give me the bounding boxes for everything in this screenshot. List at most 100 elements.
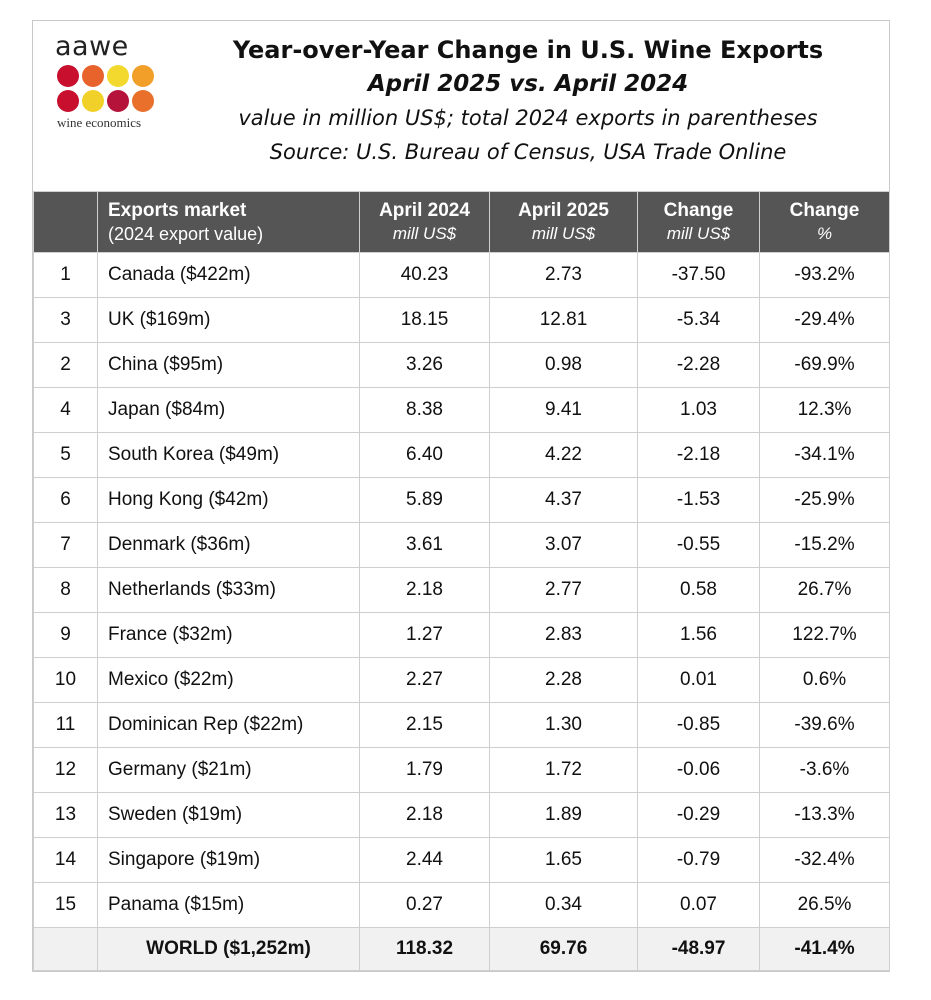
pct-cell: -93.2% <box>759 252 890 298</box>
pct-cell: -39.6% <box>759 702 890 748</box>
april-2024-cell: 1.27 <box>359 612 490 658</box>
world-total-row: WORLD ($1,252m) 118.32 69.76 -48.97 -41.… <box>33 927 890 971</box>
pct-cell: -15.2% <box>759 522 890 568</box>
april-2024-cell: 6.40 <box>359 432 490 478</box>
change-cell: -0.55 <box>637 522 760 568</box>
world-pct-cell: -41.4% <box>759 927 890 971</box>
market-cell: Singapore ($19m) <box>97 837 360 883</box>
april-2024-cell: 8.38 <box>359 387 490 433</box>
exports-table-card: aawe wine economics Year-over-Year Chang… <box>32 20 890 972</box>
april-2025-cell: 2.73 <box>489 252 638 298</box>
april-2024-cell: 18.15 <box>359 297 490 343</box>
logo-dot <box>57 90 79 112</box>
header-change-abs: Change mill US$ <box>637 191 760 253</box>
pct-cell: -69.9% <box>759 342 890 388</box>
rank-cell: 13 <box>33 792 98 838</box>
april-2024-cell: 2.15 <box>359 702 490 748</box>
rank-cell: 1 <box>33 252 98 298</box>
logo-wordmark: aawe <box>55 31 129 62</box>
header-rank <box>33 191 98 253</box>
table-row: 15 Panama ($15m) 0.27 0.34 0.07 26.5% <box>33 882 890 928</box>
rank-cell: 9 <box>33 612 98 658</box>
rank-cell: 15 <box>33 882 98 928</box>
page-title: Year-over-Year Change in U.S. Wine Expor… <box>232 36 824 64</box>
rank-cell: 7 <box>33 522 98 568</box>
world-april-2025-cell: 69.76 <box>489 927 638 971</box>
april-2025-cell: 2.83 <box>489 612 638 658</box>
change-cell: -0.85 <box>637 702 760 748</box>
market-cell: China ($95m) <box>97 342 360 388</box>
change-cell: -1.53 <box>637 477 760 523</box>
pct-cell: 12.3% <box>759 387 890 433</box>
pct-cell: -13.3% <box>759 792 890 838</box>
change-cell: 1.56 <box>637 612 760 658</box>
aawe-logo: aawe wine economics <box>55 33 165 131</box>
rank-cell: 2 <box>33 342 98 388</box>
world-market-cell: WORLD ($1,252m) <box>97 927 360 971</box>
april-2025-cell: 9.41 <box>489 387 638 433</box>
header-change-pct: Change % <box>759 191 890 253</box>
header-april-2024: April 2024 mill US$ <box>359 191 490 253</box>
april-2025-cell: 1.65 <box>489 837 638 883</box>
april-2024-cell: 40.23 <box>359 252 490 298</box>
change-cell: -0.79 <box>637 837 760 883</box>
change-cell: 0.07 <box>637 882 760 928</box>
world-april-2024-cell: 118.32 <box>359 927 490 971</box>
market-cell: France ($32m) <box>97 612 360 658</box>
market-cell: Japan ($84m) <box>97 387 360 433</box>
world-change-cell: -48.97 <box>637 927 760 971</box>
april-2025-cell: 1.72 <box>489 747 638 793</box>
table-row: 5 South Korea ($49m) 6.40 4.22 -2.18 -34.1% <box>33 432 890 478</box>
header-market: Exports market (2024 export value) <box>97 191 360 253</box>
market-cell: Dominican Rep ($22m) <box>97 702 360 748</box>
april-2025-cell: 1.30 <box>489 702 638 748</box>
rank-cell: 11 <box>33 702 98 748</box>
april-2025-cell: 2.28 <box>489 657 638 703</box>
logo-dot <box>107 90 129 112</box>
april-2025-cell: 4.22 <box>489 432 638 478</box>
market-cell: Hong Kong ($42m) <box>97 477 360 523</box>
change-cell: 0.58 <box>637 567 760 613</box>
change-cell: -2.18 <box>637 432 760 478</box>
change-cell: -0.06 <box>637 747 760 793</box>
change-cell: 0.01 <box>637 657 760 703</box>
april-2025-cell: 4.37 <box>489 477 638 523</box>
pct-cell: 122.7% <box>759 612 890 658</box>
logo-dot <box>132 65 154 87</box>
table-row: 7 Denmark ($36m) 3.61 3.07 -0.55 -15.2% <box>33 522 890 568</box>
world-rank-cell <box>33 927 98 971</box>
rank-cell: 14 <box>33 837 98 883</box>
exports-table: Exports market (2024 export value) April… <box>33 191 890 971</box>
april-2025-cell: 2.77 <box>489 567 638 613</box>
change-cell: 1.03 <box>637 387 760 433</box>
april-2024-cell: 3.61 <box>359 522 490 568</box>
header-april-2025: April 2025 mill US$ <box>489 191 638 253</box>
pct-cell: -29.4% <box>759 297 890 343</box>
header: aawe wine economics Year-over-Year Chang… <box>33 21 891 191</box>
pct-cell: 26.5% <box>759 882 890 928</box>
logo-tagline: wine economics <box>57 115 142 130</box>
april-2025-cell: 0.34 <box>489 882 638 928</box>
logo-dot <box>82 65 104 87</box>
april-2025-cell: 12.81 <box>489 297 638 343</box>
change-cell: -0.29 <box>637 792 760 838</box>
pct-cell: 0.6% <box>759 657 890 703</box>
table-row: 9 France ($32m) 1.27 2.83 1.56 122.7% <box>33 612 890 658</box>
logo-dots <box>57 65 165 112</box>
market-cell: Denmark ($36m) <box>97 522 360 568</box>
table-body: 1 Canada ($422m) 40.23 2.73 -37.50 -93.2% 3 UK … <box>33 252 890 971</box>
pct-cell: -25.9% <box>759 477 890 523</box>
market-cell: Netherlands ($33m) <box>97 567 360 613</box>
market-cell: Canada ($422m) <box>97 252 360 298</box>
market-cell: Panama ($15m) <box>97 882 360 928</box>
rank-cell: 6 <box>33 477 98 523</box>
rank-cell: 8 <box>33 567 98 613</box>
april-2024-cell: 2.27 <box>359 657 490 703</box>
april-2024-cell: 2.18 <box>359 792 490 838</box>
page-subtitle: April 2025 vs. April 2024 <box>367 71 689 97</box>
logo-dot <box>82 90 104 112</box>
table-row: 14 Singapore ($19m) 2.44 1.65 -0.79 -32.4% <box>33 837 890 883</box>
rank-cell: 3 <box>33 297 98 343</box>
april-2024-cell: 2.44 <box>359 837 490 883</box>
logo-dot <box>57 65 79 87</box>
